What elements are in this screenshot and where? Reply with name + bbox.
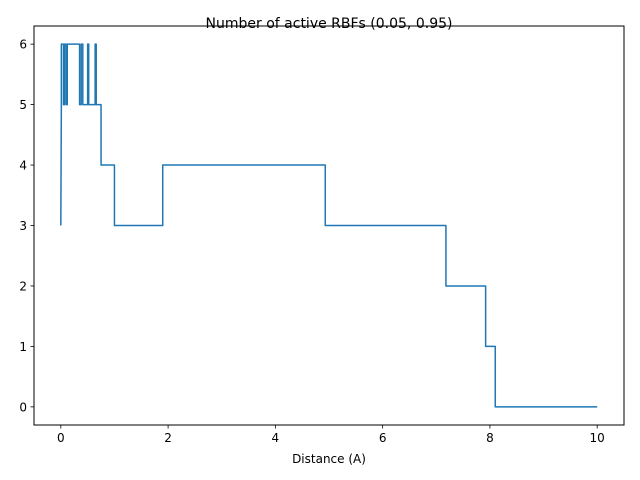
y-tick-label: 2	[19, 279, 27, 293]
y-tick-label: 0	[19, 400, 27, 414]
plot-area	[60, 43, 598, 408]
y-tick-label: 4	[19, 159, 27, 173]
x-axis: 0 2 4 6 8 10	[57, 425, 605, 445]
x-axis-label: Distance (A)	[292, 452, 366, 466]
x-tick-label: 10	[590, 431, 605, 445]
series-line-0	[60, 43, 598, 408]
y-tick-label: 1	[19, 340, 27, 354]
x-tick-label: 0	[57, 431, 65, 445]
y-tick-label: 6	[19, 38, 27, 52]
x-tick-label: 2	[164, 431, 172, 445]
x-tick-label: 4	[272, 431, 280, 445]
y-tick-label: 3	[19, 219, 27, 233]
x-tick-label: 8	[486, 431, 494, 445]
y-axis: 0 1 2 3 4 5 6	[19, 38, 34, 414]
chart-title: Number of active RBFs (0.05, 0.95)	[206, 16, 453, 32]
y-tick-label: 5	[19, 98, 27, 112]
x-tick-label: 6	[379, 431, 387, 445]
